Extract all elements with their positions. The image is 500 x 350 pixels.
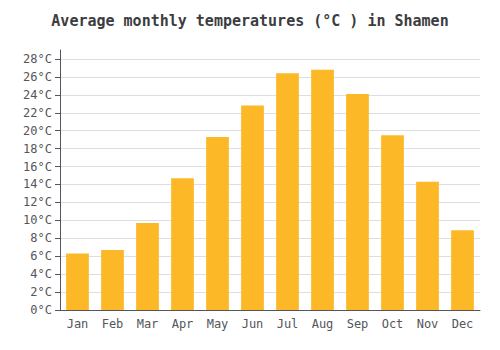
svg-text:Dec: Dec	[452, 317, 474, 331]
svg-text:Jul: Jul	[277, 317, 299, 331]
svg-text:Aug: Aug	[312, 317, 334, 331]
svg-text:14°C: 14°C	[23, 177, 52, 191]
svg-text:4°C: 4°C	[30, 267, 52, 281]
svg-text:May: May	[207, 317, 229, 331]
svg-text:18°C: 18°C	[23, 142, 52, 156]
svg-text:2°C: 2°C	[30, 285, 52, 299]
svg-text:26°C: 26°C	[23, 70, 52, 84]
svg-text:Apr: Apr	[172, 317, 194, 331]
svg-text:28°C: 28°C	[23, 52, 52, 66]
svg-text:8°C: 8°C	[30, 231, 52, 245]
svg-text:Mar: Mar	[137, 317, 159, 331]
svg-text:Sep: Sep	[347, 317, 369, 331]
svg-text:10°C: 10°C	[23, 213, 52, 227]
svg-text:0°C: 0°C	[30, 303, 52, 317]
svg-text:20°C: 20°C	[23, 124, 52, 138]
svg-text:12°C: 12°C	[23, 195, 52, 209]
svg-text:Nov: Nov	[417, 317, 439, 331]
svg-text:Oct: Oct	[382, 317, 404, 331]
svg-text:Average monthly temperatures (: Average monthly temperatures (°C ) in Sh…	[51, 12, 448, 30]
svg-text:16°C: 16°C	[23, 160, 52, 174]
svg-text:22°C: 22°C	[23, 106, 52, 120]
svg-text:Feb: Feb	[102, 317, 124, 331]
svg-text:24°C: 24°C	[23, 88, 52, 102]
svg-text:Jun: Jun	[242, 317, 264, 331]
svg-text:6°C: 6°C	[30, 249, 52, 263]
svg-text:Jan: Jan	[67, 317, 89, 331]
